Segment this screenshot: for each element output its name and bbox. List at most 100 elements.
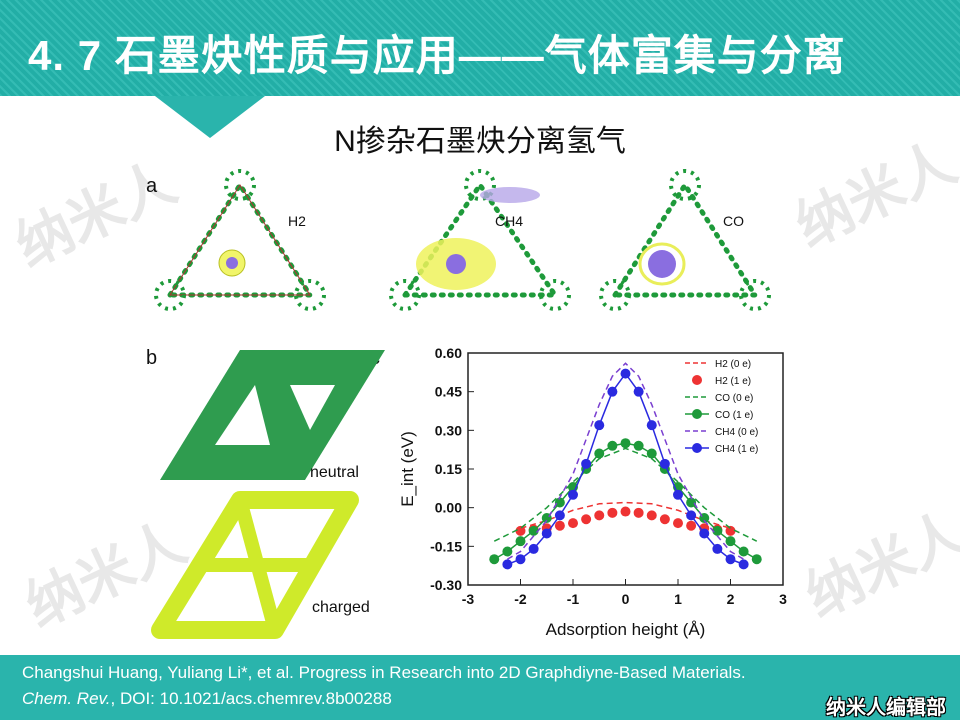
data-point [673, 518, 683, 529]
legend-label: H2 (0 e) [715, 359, 751, 370]
data-point [725, 536, 736, 547]
data-point [594, 420, 605, 431]
gas-label-co: CO [723, 213, 744, 229]
doi-text: , DOI: 10.1021/acs.chemrev.8b00288 [110, 689, 392, 708]
x-tick-label: -3 [462, 591, 475, 607]
data-point [607, 386, 618, 397]
data-point [568, 518, 578, 529]
series-line [506, 362, 745, 560]
x-tick-label: 1 [674, 591, 682, 607]
slide-subtitle: N掺杂石墨炔分离氢气 [334, 125, 626, 158]
data-point [620, 506, 631, 517]
data-point [725, 554, 736, 565]
data-point [554, 510, 565, 521]
y-tick-label: 0.45 [435, 384, 462, 400]
data-point [646, 420, 657, 431]
data-point [515, 536, 526, 547]
slide-title: 4. 7 石墨炔性质与应用——气体富集与分离 [28, 32, 846, 79]
data-point [738, 546, 749, 557]
panel-a-structures: H2 CH4 CO [154, 169, 771, 311]
legend-marker [692, 409, 702, 419]
gas-label-ch4: CH4 [495, 213, 523, 229]
data-point [659, 514, 670, 525]
data-point [646, 448, 657, 459]
data-point [594, 510, 605, 521]
data-point [712, 543, 723, 554]
journal-name: Chem. Rev. [22, 689, 111, 708]
data-point [686, 497, 697, 508]
structure-co: CO [599, 169, 771, 311]
series-line [493, 442, 758, 560]
data-point [620, 438, 631, 449]
x-tick-label: 0 [622, 591, 630, 607]
legend-label: H2 (1 e) [715, 376, 751, 387]
data-point [751, 554, 762, 565]
panel-b-charged: charged [151, 491, 370, 639]
legend-label: CH4 (0 e) [715, 427, 758, 438]
y-tick-label: 0.60 [435, 345, 462, 361]
data-point [686, 510, 697, 521]
legend-label: CO (1 e) [715, 410, 753, 421]
legend-marker [692, 443, 702, 453]
data-point [541, 528, 552, 539]
data-point [554, 497, 565, 508]
y-tick-label: 0.00 [435, 500, 462, 516]
x-tick-label: 2 [727, 591, 735, 607]
data-point [515, 554, 526, 565]
data-point [568, 489, 578, 500]
brand-logo-text: 纳米人编辑部 [826, 697, 946, 719]
data-point [489, 554, 500, 565]
plot-frame [467, 352, 784, 586]
x-tick-label: -1 [567, 591, 580, 607]
data-point [528, 525, 539, 536]
data-point [633, 440, 644, 451]
y-axis-label: E_int (eV) [398, 431, 417, 507]
data-point [673, 489, 683, 500]
data-point [633, 507, 644, 518]
y-tick-label: 0.15 [435, 461, 462, 477]
citation-line-2: Chem. Rev., DOI: 10.1021/acs.chemrev.8b0… [22, 689, 392, 709]
data-point [699, 528, 710, 539]
data-point [515, 525, 526, 536]
data-point [712, 525, 723, 536]
charged-label: charged [312, 599, 370, 616]
panel-label-b: b [146, 347, 158, 369]
x-tick-label: 3 [779, 591, 787, 607]
y-tick-label: -0.30 [430, 577, 462, 593]
banner-notch [155, 96, 265, 138]
data-point [581, 514, 592, 525]
data-point [646, 510, 657, 521]
citation-footer: Changshui Huang, Yuliang Li*, et al. Pro… [0, 655, 960, 720]
citation-line-1: Changshui Huang, Yuliang Li*, et al. Pro… [22, 663, 746, 682]
legend-label: CO (0 e) [715, 393, 753, 404]
panel-b-neutral: neutral [160, 350, 385, 481]
neutral-label: neutral [310, 464, 359, 481]
panel-label-a: a [146, 175, 158, 197]
watermark: 纳米人 [796, 500, 960, 629]
data-point [607, 440, 618, 451]
data-point [502, 546, 513, 557]
title-banner: 4. 7 石墨炔性质与应用——气体富集与分离 [0, 0, 960, 96]
gas-label-h2: H2 [288, 213, 306, 229]
data-point [554, 520, 565, 531]
legend-marker [692, 375, 702, 385]
data-point [620, 368, 631, 379]
data-point [633, 386, 644, 397]
x-tick-label: -2 [514, 591, 527, 607]
data-point [581, 458, 592, 469]
y-tick-label: 0.30 [435, 422, 462, 438]
data-point [686, 520, 697, 531]
data-point [502, 559, 513, 570]
data-point [725, 525, 736, 536]
y-tick-label: -0.15 [430, 538, 462, 554]
adsorption-chart: -3 -2 -1 0 1 2 3 -0.30 -0.15 0.00 0.15 0.30 0.45 0.60… [398, 345, 787, 639]
data-point [528, 543, 539, 554]
data-point [594, 448, 605, 459]
series-line [493, 447, 758, 542]
data-point [659, 458, 670, 469]
legend-label: CH4 (1 e) [715, 444, 758, 455]
data-point [738, 559, 749, 570]
x-axis-label: Adsorption height (Å) [546, 620, 706, 639]
structure-ch4: CH4 [389, 169, 571, 311]
data-point [607, 507, 618, 518]
